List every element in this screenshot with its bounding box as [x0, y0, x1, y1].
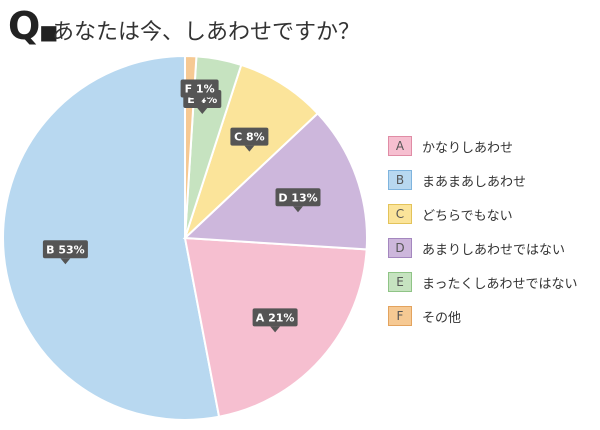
- legend-swatch: B: [388, 170, 412, 190]
- data-label-text: A 21%: [256, 311, 295, 324]
- legend-label: まったくしあわせではない: [422, 276, 578, 292]
- legend-item-b: B まあまあしあわせ: [388, 168, 577, 192]
- data-label-pointer: [60, 258, 71, 265]
- legend-item-f: F その他: [388, 304, 577, 328]
- data-label-pointer: [197, 108, 208, 114]
- data-label-box: [180, 79, 219, 98]
- data-label-box: [275, 188, 321, 207]
- legend-label: まあまあしあわせ: [422, 174, 527, 190]
- legend-item-d: D あまりしあわせではない: [388, 236, 577, 260]
- pie-slice-c: [184, 63, 320, 239]
- data-label-f: F 1%: [180, 79, 219, 104]
- pie-slice-b: [2, 54, 221, 421]
- data-label-box: [230, 127, 269, 146]
- data-label-pointer: [194, 97, 205, 104]
- data-label-d: D 13%: [275, 188, 321, 213]
- legend-label: かなりしあわせ: [422, 140, 514, 156]
- legend-swatch: A: [388, 136, 412, 156]
- data-label-a: A 21%: [252, 308, 298, 333]
- data-label-b: B 53%: [42, 240, 88, 265]
- legend-item-e: E まったくしあわせではない: [388, 270, 577, 294]
- data-label-text: D 13%: [278, 191, 317, 204]
- legend-label: どちらでもない: [422, 208, 513, 224]
- data-label-pointer: [270, 326, 281, 333]
- data-label-c: C 8%: [230, 127, 269, 152]
- question-mark: Q■: [8, 4, 58, 48]
- data-label-box: [42, 240, 88, 259]
- data-label-text: B 53%: [46, 243, 85, 256]
- legend-swatch: D: [388, 238, 412, 258]
- pie-slices: [2, 54, 368, 421]
- legend-item-a: A かなりしあわせ: [388, 134, 577, 158]
- pie-slice-d: [182, 111, 368, 251]
- chart-legend: A かなりしあわせ B まあまあしあわせ C どちらでもない D あまりしあわせではない E まっ…: [388, 134, 577, 338]
- legend-swatch: C: [388, 204, 412, 224]
- pie-data-labels: B 53%A 21%D 13%C 8%E 4%F 1%: [42, 79, 321, 333]
- data-label-pointer: [293, 206, 303, 213]
- legend-item-c: C どちらでもない: [388, 202, 577, 226]
- data-label-text: C 8%: [234, 131, 265, 144]
- data-label-pointer: [244, 145, 255, 152]
- data-label-box: [252, 308, 298, 327]
- legend-swatch: E: [388, 272, 412, 292]
- chart-title: あなたは今、しあわせですか？: [52, 20, 361, 45]
- legend-label: あまりしあわせではない: [422, 242, 566, 258]
- data-label-text: F 1%: [185, 83, 215, 96]
- legend-label: その他: [422, 310, 462, 326]
- legend-swatch: F: [388, 306, 412, 326]
